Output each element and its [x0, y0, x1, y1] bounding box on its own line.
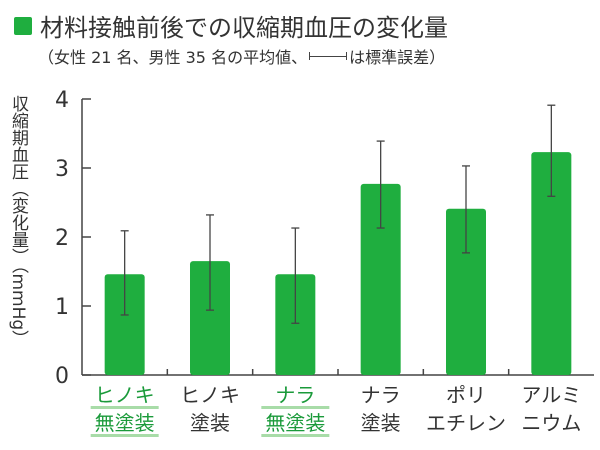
- bar: [190, 261, 230, 375]
- label-underline: [261, 406, 330, 409]
- x-tick-label: ナラ: [275, 383, 315, 407]
- y-tick-label: 1: [55, 295, 69, 320]
- x-tick-label: 無塗装: [95, 411, 155, 435]
- x-tick-label: ニウム: [521, 411, 581, 435]
- y-axis-label: 収縮期血圧（変化量）（mmHg）: [8, 95, 28, 348]
- y-tick-label: 4: [55, 88, 69, 113]
- label-underline: [90, 406, 159, 409]
- subtitle-after: は標準誤差）: [349, 48, 446, 67]
- x-tick-label: 無塗装: [265, 411, 325, 435]
- bar: [360, 183, 401, 375]
- x-tick-label: ポリ: [446, 383, 486, 407]
- x-tick-label: ヒノキ: [95, 383, 155, 407]
- chart-title: 材料接触前後での収縮期血圧の変化量: [14, 8, 448, 43]
- bar: [275, 274, 316, 375]
- x-tick-label: ナラ: [361, 383, 401, 407]
- x-tick-label: 塗装: [190, 411, 230, 435]
- x-tick-label: エチレン: [426, 411, 506, 435]
- x-tick-label: 塗装: [361, 411, 401, 435]
- y-tick-label: 2: [55, 226, 69, 251]
- y-tick-label: 3: [55, 157, 69, 182]
- subtitle-before: （女性 21 名、男性 35 名の平均値、: [38, 48, 308, 67]
- label-underline: [90, 434, 159, 437]
- x-tick-label: ヒノキ: [180, 383, 240, 407]
- error-bar-icon: [309, 52, 348, 60]
- label-underline: [261, 434, 330, 437]
- chart-subtitle: （女性 21 名、男性 35 名の平均値、 は標準誤差）: [38, 44, 445, 68]
- title-text: 材料接触前後での収縮期血圧の変化量: [40, 14, 448, 42]
- bar: [531, 152, 572, 375]
- bar: [446, 208, 486, 375]
- y-tick-label: 0: [55, 364, 69, 389]
- bar: [104, 274, 145, 375]
- x-tick-label: アルミ: [521, 383, 581, 407]
- legend-square-icon: [14, 16, 32, 35]
